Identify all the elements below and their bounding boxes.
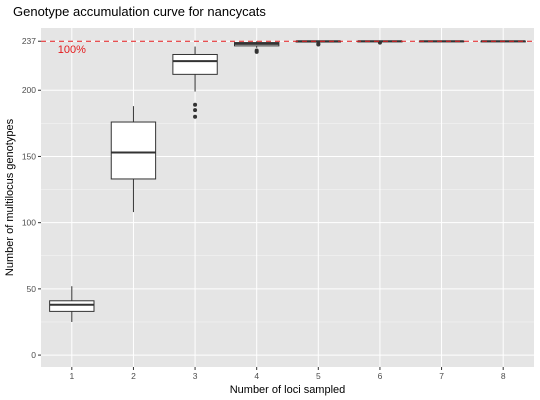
outlier-point (193, 102, 198, 107)
box (172, 53, 218, 75)
x-tick-label: 7 (439, 371, 444, 381)
x-axis-title: Number of loci sampled (230, 384, 346, 396)
box-group-3 (172, 46, 218, 119)
y-axis-title: Number of multilocus genotypes (4, 118, 16, 276)
y-tick-label: 0 (31, 350, 36, 360)
outlier-point (316, 42, 321, 47)
x-axis: 1 2 3 4 5 6 7 8 (69, 367, 506, 381)
outlier-point (193, 114, 198, 119)
y-tick-label: 237 (22, 36, 36, 46)
outlier-point (193, 108, 198, 113)
x-tick-label: 6 (378, 371, 383, 381)
major-gridlines (41, 28, 534, 367)
y-tick-label: 150 (22, 151, 36, 161)
box-series (49, 40, 526, 322)
plot-panel (41, 28, 534, 367)
y-tick-label: 100 (22, 218, 36, 228)
y-axis: 0 50 100 150 200 237 (22, 36, 41, 360)
y-tick-label: 200 (22, 85, 36, 95)
box-group-2 (110, 106, 157, 213)
box (49, 300, 95, 312)
chart-title: Genotype accumulation curve for nancycat… (13, 4, 266, 19)
x-tick-label: 4 (254, 371, 259, 381)
x-tick-label: 2 (131, 371, 136, 381)
y-tick-label: 50 (27, 284, 37, 294)
x-tick-label: 1 (69, 371, 74, 381)
reference-line-group: 100% (41, 40, 534, 56)
reference-label: 100% (58, 44, 86, 56)
x-tick-label: 5 (316, 371, 321, 381)
box (110, 121, 157, 180)
x-tick-label: 8 (501, 371, 506, 381)
x-tick-label: 3 (193, 371, 198, 381)
box-group-1 (49, 286, 95, 322)
outlier-point (254, 49, 259, 54)
box-group-4 (234, 41, 280, 54)
